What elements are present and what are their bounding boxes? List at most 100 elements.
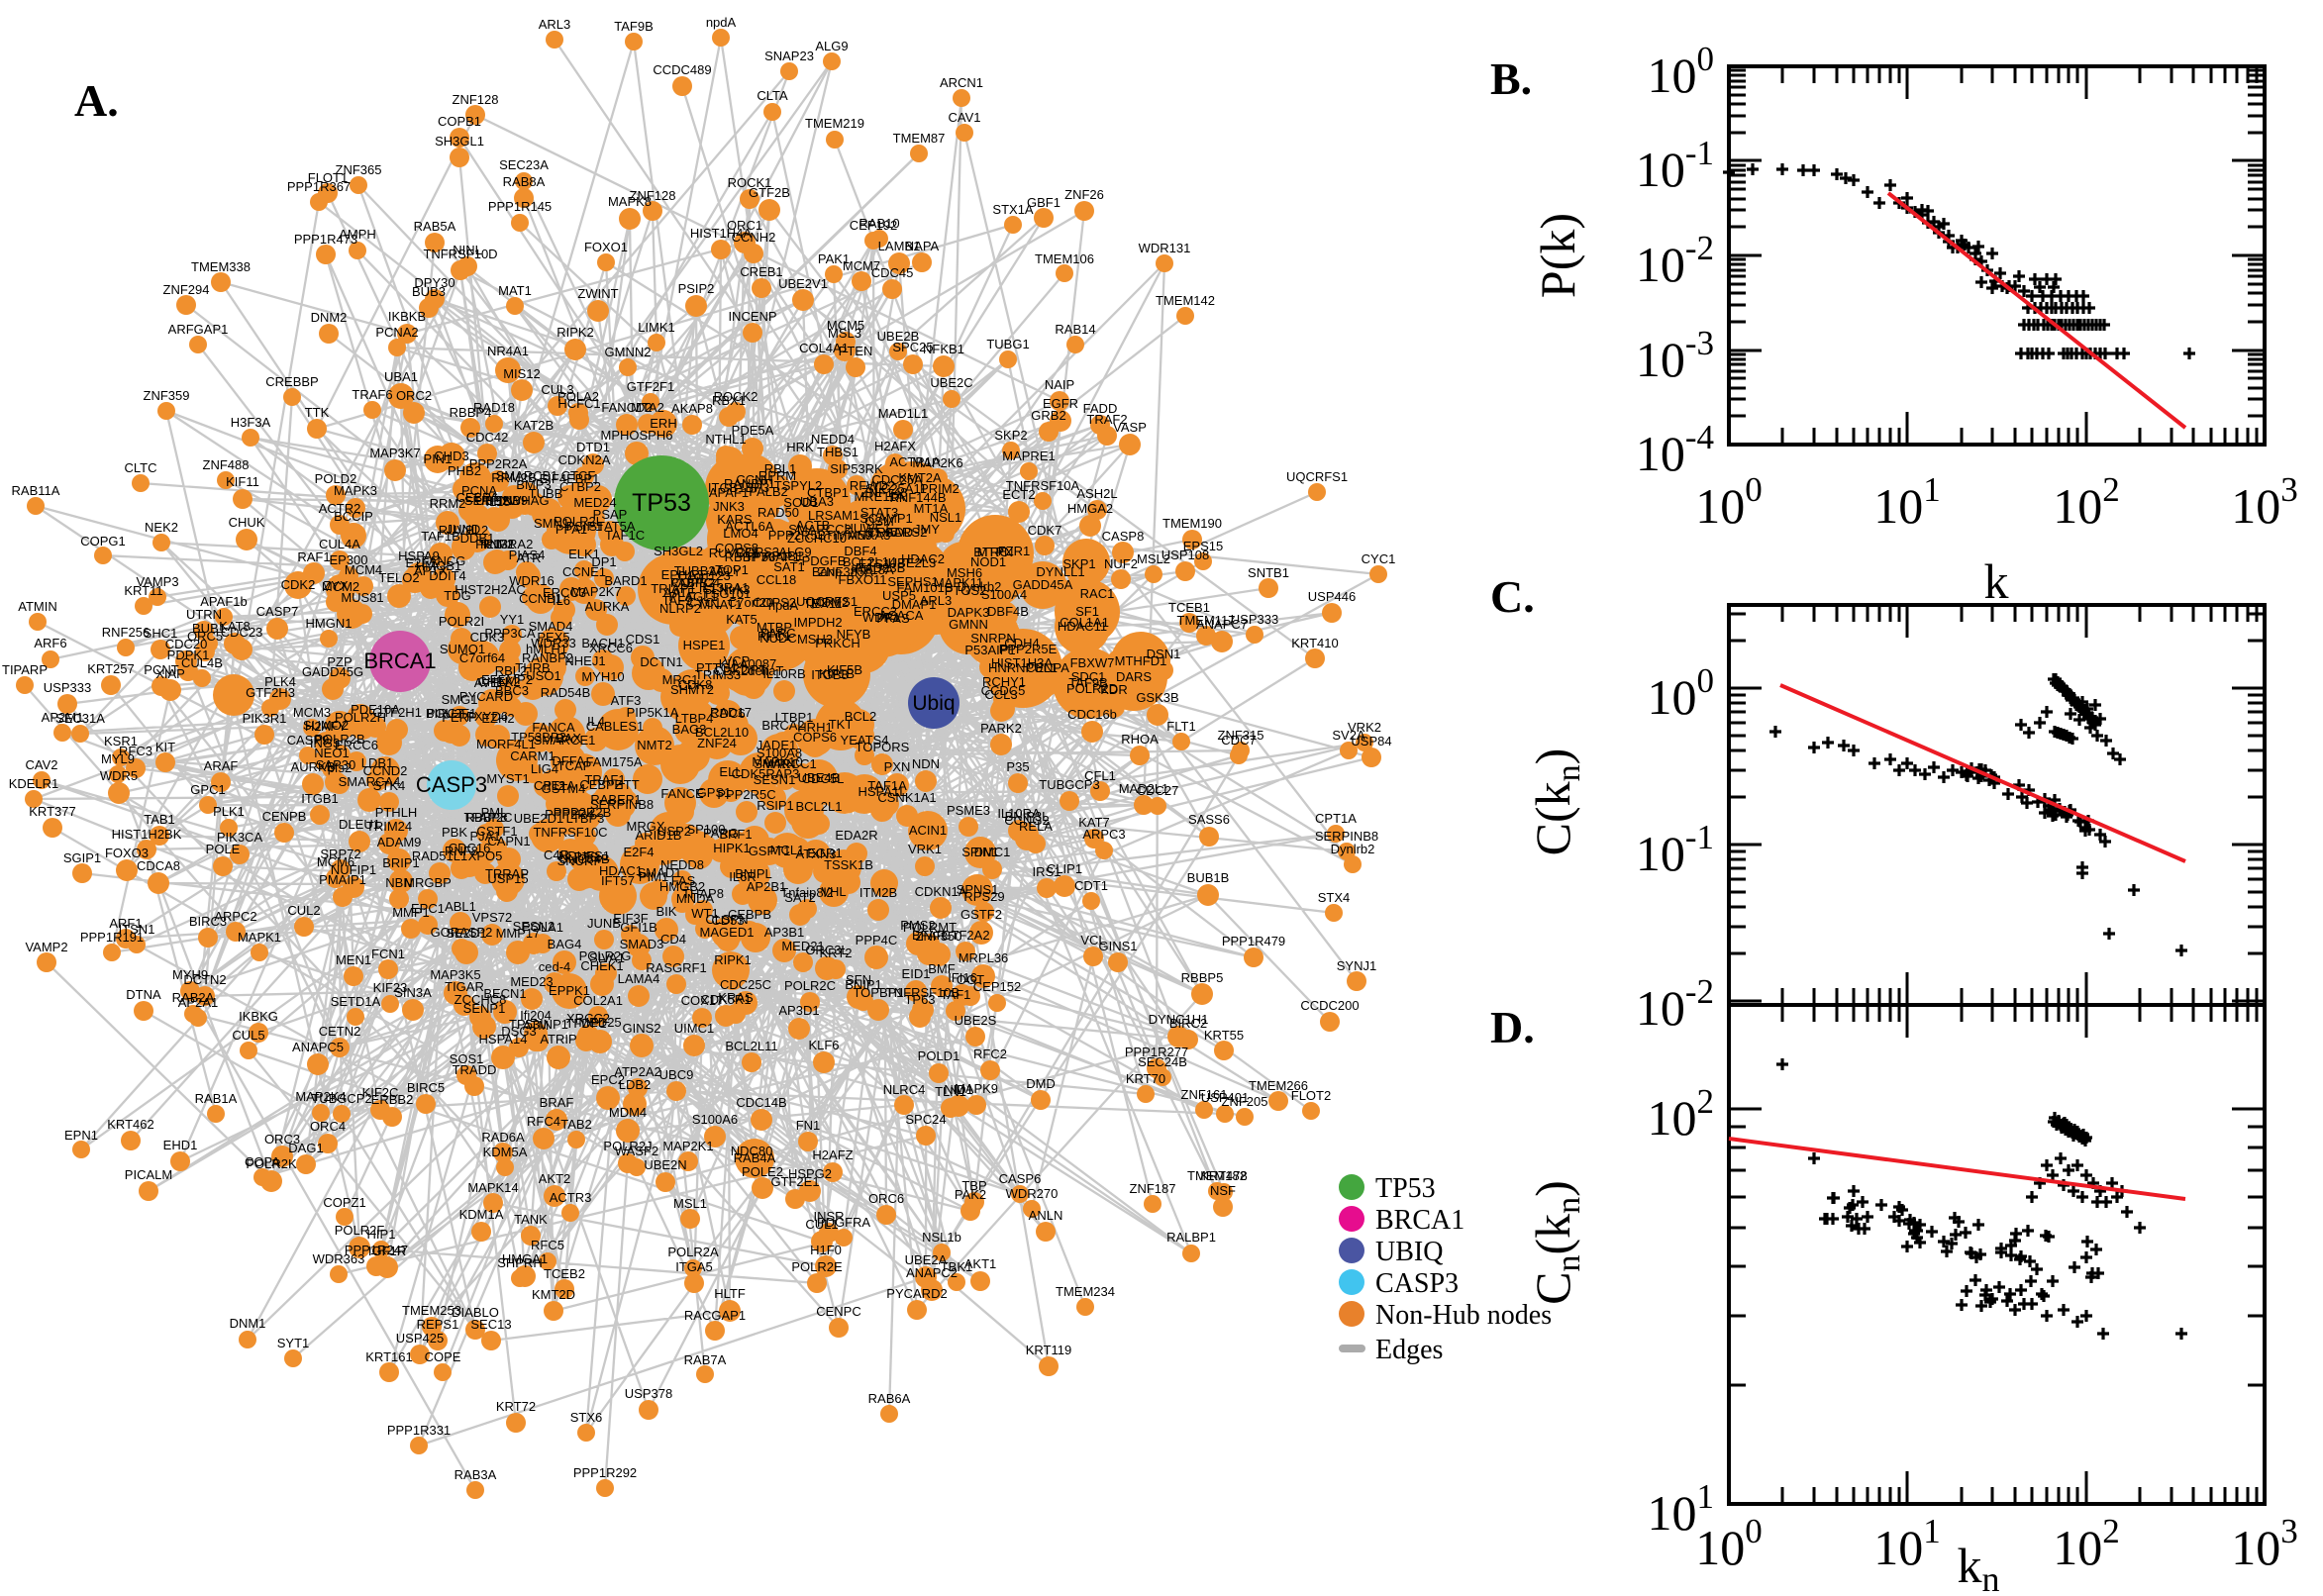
svg-text:Ubiq: Ubiq xyxy=(912,692,955,715)
svg-text:ARPC2: ARPC2 xyxy=(214,909,256,924)
svg-text:EHD1: EHD1 xyxy=(163,1138,198,1152)
svg-text:DARS: DARS xyxy=(1116,669,1152,684)
svg-text:MAPK8: MAPK8 xyxy=(608,194,652,209)
svg-text:ANAPC2: ANAPC2 xyxy=(906,1265,958,1280)
svg-text:POLA2: POLA2 xyxy=(557,389,599,404)
svg-text:RBX1: RBX1 xyxy=(712,393,746,408)
svg-text:ORC6: ORC6 xyxy=(868,1191,904,1206)
svg-text:ALG9: ALG9 xyxy=(778,545,811,559)
svg-text:KRT72: KRT72 xyxy=(496,1399,536,1414)
svg-text:LMO4: LMO4 xyxy=(723,526,758,541)
svg-text:TRIM24: TRIM24 xyxy=(366,819,412,834)
svg-text:BMF: BMF xyxy=(928,961,956,976)
svg-text:USP401: USP401 xyxy=(1201,1090,1249,1105)
svg-text:IKBKB: IKBKB xyxy=(388,309,426,324)
svg-text:HMGA2: HMGA2 xyxy=(1067,501,1113,516)
svg-text:P(k): P(k) xyxy=(1530,213,1585,298)
svg-text:SH3GL2: SH3GL2 xyxy=(654,544,703,558)
svg-text:HIPK1: HIPK1 xyxy=(713,841,751,855)
svg-text:Non-Hub nodes: Non-Hub nodes xyxy=(1375,1300,1552,1331)
svg-text:POLR2H: POLR2H xyxy=(335,710,386,725)
svg-text:CCDC5: CCDC5 xyxy=(981,683,1026,698)
svg-text:MED24: MED24 xyxy=(573,495,616,510)
svg-text:LTBP1: LTBP1 xyxy=(775,710,814,725)
svg-text:MED25: MED25 xyxy=(578,1015,621,1030)
svg-text:POLE: POLE xyxy=(206,842,241,856)
svg-text:USP2: USP2 xyxy=(657,824,691,839)
svg-text:SHC1: SHC1 xyxy=(144,626,178,641)
svg-text:SIP53RK: SIP53RK xyxy=(830,461,883,476)
svg-text:UBA1: UBA1 xyxy=(384,369,418,384)
svg-text:NEDD4: NEDD4 xyxy=(811,432,855,447)
svg-text:RIPK1: RIPK1 xyxy=(714,952,752,967)
svg-text:Cn(kn): Cn(kn) xyxy=(1525,1180,1587,1305)
svg-text:Edges: Edges xyxy=(1375,1335,1443,1365)
svg-text:RBL1: RBL1 xyxy=(764,461,797,476)
svg-text:AKT2: AKT2 xyxy=(539,1171,571,1186)
svg-text:ACTR3: ACTR3 xyxy=(550,1190,592,1205)
svg-text:MYH9: MYH9 xyxy=(172,967,208,982)
svg-text:USP446: USP446 xyxy=(1308,589,1356,604)
svg-text:IL6R: IL6R xyxy=(729,869,756,884)
svg-text:ZNF365: ZNF365 xyxy=(336,162,382,177)
svg-text:SLNtrk3: SLNtrk3 xyxy=(704,582,751,597)
svg-text:HSPA9: HSPA9 xyxy=(398,549,440,563)
svg-text:ORC3: ORC3 xyxy=(264,1132,300,1147)
svg-text:THBS1: THBS1 xyxy=(817,445,858,459)
svg-text:HSPA14: HSPA14 xyxy=(479,1032,528,1047)
svg-text:ACACA: ACACA xyxy=(879,608,924,623)
svg-text:SEC31A: SEC31A xyxy=(55,711,105,726)
svg-text:PABPC4: PABPC4 xyxy=(670,575,720,590)
svg-text:PRIM2: PRIM2 xyxy=(920,481,960,496)
svg-text:JNK3: JNK3 xyxy=(713,499,745,514)
svg-text:AP3D1: AP3D1 xyxy=(778,1003,819,1018)
svg-text:SKP1: SKP1 xyxy=(1062,556,1095,571)
svg-text:SMARCA4: SMARCA4 xyxy=(339,774,401,789)
svg-text:CDC27: CDC27 xyxy=(1137,783,1179,798)
svg-text:IL10RA: IL10RA xyxy=(997,806,1041,821)
svg-text:TCAP: TCAP xyxy=(557,758,592,773)
svg-text:RAB3A: RAB3A xyxy=(454,1467,497,1482)
svg-text:GSTF2: GSTF2 xyxy=(960,907,1002,922)
svg-text:MTHFD1: MTHFD1 xyxy=(1115,653,1167,668)
svg-text:k: k xyxy=(1984,553,2009,609)
svg-text:SLC25A11: SLC25A11 xyxy=(865,481,927,496)
svg-text:APAF1: APAF1 xyxy=(709,485,749,500)
svg-text:AKT1: AKT1 xyxy=(964,1256,997,1271)
svg-text:PLAGL1: PLAGL1 xyxy=(668,589,717,604)
svg-text:ZNF488: ZNF488 xyxy=(203,457,250,472)
svg-text:10-1: 10-1 xyxy=(1636,818,1714,881)
svg-text:ZNF26: ZNF26 xyxy=(1064,187,1104,202)
svg-text:SMARCC1: SMARCC1 xyxy=(754,756,817,771)
svg-text:ROCK2: ROCK2 xyxy=(714,389,758,404)
svg-text:ZNF350: ZNF350 xyxy=(916,929,962,944)
svg-text:EIF3F: EIF3F xyxy=(613,911,648,926)
svg-text:10-2: 10-2 xyxy=(1636,972,1714,1036)
svg-text:S100A6: S100A6 xyxy=(692,1112,738,1127)
svg-text:ORC5: ORC5 xyxy=(187,629,223,644)
svg-text:DBF4: DBF4 xyxy=(844,544,876,558)
svg-text:TP53: TP53 xyxy=(632,489,691,517)
svg-text:RAD54B: RAD54B xyxy=(541,685,591,700)
svg-text:CHD3: CHD3 xyxy=(434,449,468,463)
svg-text:SMAD3: SMAD3 xyxy=(620,937,664,951)
svg-text:DAPK3: DAPK3 xyxy=(948,605,990,620)
svg-text:NHEJ1: NHEJ1 xyxy=(564,653,605,668)
svg-text:IL2: IL2 xyxy=(548,778,565,793)
svg-text:DLEU1: DLEU1 xyxy=(339,817,380,832)
svg-text:MCM3: MCM3 xyxy=(293,705,331,720)
svg-text:CDC7: CDC7 xyxy=(1221,733,1256,748)
svg-text:MNAT1: MNAT1 xyxy=(699,597,742,612)
svg-text:KRT55: KRT55 xyxy=(1204,1028,1244,1043)
svg-text:ZNF385A: ZNF385A xyxy=(818,564,873,579)
svg-text:ATF3: ATF3 xyxy=(611,693,642,708)
svg-text:IFI16: IFI16 xyxy=(948,970,977,985)
svg-text:CSTF1: CSTF1 xyxy=(476,824,517,839)
svg-text:KIF18A: KIF18A xyxy=(851,562,894,577)
svg-text:WRN: WRN xyxy=(764,756,795,771)
svg-text:ced-4: ced-4 xyxy=(539,959,571,974)
svg-text:FAM101B: FAM101B xyxy=(896,580,953,595)
svg-text:RPS29: RPS29 xyxy=(963,889,1004,904)
svg-text:RCHY1: RCHY1 xyxy=(982,674,1026,689)
svg-text:LAMA4: LAMA4 xyxy=(618,971,660,986)
